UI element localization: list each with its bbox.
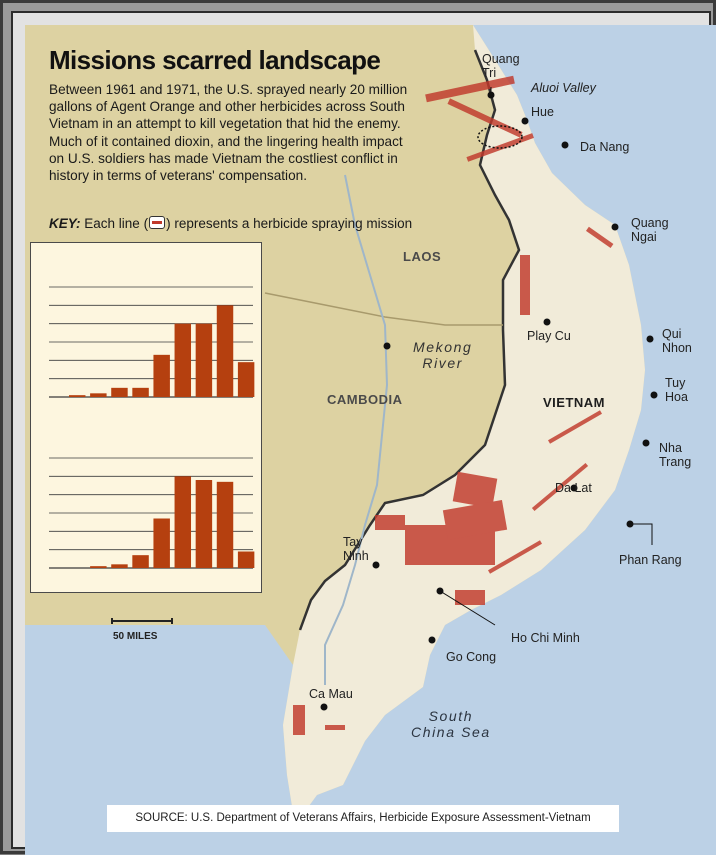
city-play-cu: Play Cu bbox=[527, 329, 571, 343]
chart-2-bar-7 bbox=[195, 480, 213, 568]
city-ca-mau: Ca Mau bbox=[309, 687, 353, 701]
chart-2-bar-6 bbox=[174, 476, 192, 568]
key-text-after: ) represents a herbicide spraying missio… bbox=[166, 216, 413, 231]
chart-2-bar-9 bbox=[237, 551, 255, 568]
land-interior bbox=[25, 25, 645, 825]
city-dot-da-lat bbox=[570, 484, 578, 492]
spray-missions bbox=[293, 75, 614, 735]
inner-frame: Missions scarred landscape Between 1961 … bbox=[11, 11, 716, 855]
city-dot-quang-ngai bbox=[611, 223, 619, 231]
city-dot-play-cu bbox=[543, 318, 551, 326]
country-vietnam: VIETNAM bbox=[543, 395, 605, 410]
label-mekong-river: Mekong River bbox=[413, 339, 473, 371]
chart-1-bar-5 bbox=[153, 354, 170, 397]
country-cambodia: CAMBODIA bbox=[327, 392, 403, 407]
scale-label: 50 MILES bbox=[113, 631, 158, 642]
map-svg bbox=[25, 25, 716, 855]
aluoi-valley-outline bbox=[477, 125, 523, 149]
chart-2-bar-8 bbox=[216, 481, 234, 568]
city-tay-ninh: Tay Ninh bbox=[343, 535, 369, 563]
city-dot-nha-trang bbox=[642, 439, 650, 447]
city-dot-qui-nhon bbox=[646, 335, 654, 343]
chart-1-bar-3 bbox=[111, 387, 128, 397]
mekong-river bbox=[324, 174, 389, 685]
chart-1-bar-9 bbox=[237, 362, 255, 397]
chart-1-bar-1 bbox=[69, 395, 86, 397]
leader-lines bbox=[439, 87, 653, 626]
key-text-before: Each line ( bbox=[84, 216, 149, 231]
city-dot-tuy-hoa bbox=[650, 391, 658, 399]
chart-2-bar-2 bbox=[90, 566, 107, 568]
laos-cambodia-border bbox=[264, 292, 503, 326]
city-dot-mekong bbox=[383, 342, 391, 350]
key-label: KEY: bbox=[49, 216, 81, 231]
chart-panel bbox=[30, 242, 262, 593]
page-title: Missions scarred landscape bbox=[49, 45, 381, 75]
chart-2-bar-4 bbox=[132, 555, 149, 568]
city-dot-da-nang bbox=[561, 141, 569, 149]
city-nha-trang: Nha Trang bbox=[659, 441, 692, 469]
chart-svg bbox=[49, 286, 255, 569]
city-go-cong: Go Cong bbox=[446, 650, 497, 664]
city-dot-ca-mau bbox=[320, 703, 328, 711]
intro-paragraph: Between 1961 and 1971, the U.S. sprayed … bbox=[49, 82, 408, 184]
chart-1-bar-6 bbox=[174, 323, 192, 397]
city-hue: Hue bbox=[531, 105, 554, 119]
chart-1-bar-2 bbox=[90, 393, 107, 397]
spray-line-swatch bbox=[149, 216, 166, 229]
city-tuy-hoa: Tuy Hoa bbox=[665, 376, 688, 404]
city-phan-rang: Phan Rang bbox=[619, 553, 682, 567]
city-qui-nhon: Qui Nhon bbox=[662, 327, 692, 355]
city-dots bbox=[320, 91, 658, 711]
map-area: Missions scarred landscape Between 1961 … bbox=[25, 25, 716, 855]
city-dot-tay-ninh bbox=[372, 561, 380, 569]
city-ho-chi-minh: Ho Chi Minh bbox=[511, 631, 580, 645]
map-key: KEY: Each line ( ) represents a herbicide… bbox=[49, 216, 412, 231]
border-line bbox=[298, 49, 521, 631]
chart-1-bar-8 bbox=[216, 305, 234, 397]
city-dot-go-cong bbox=[428, 636, 436, 644]
chart-2-bar-3 bbox=[111, 564, 128, 568]
leader-ho-chi-minh bbox=[439, 590, 496, 626]
leader-phan-rang bbox=[630, 523, 653, 545]
city-quang-ngai: Quang Ngai bbox=[631, 216, 669, 244]
chart-1-bar-7 bbox=[195, 323, 213, 397]
chart-1-bar-4 bbox=[132, 387, 149, 397]
country-laos: LAOS bbox=[403, 249, 442, 264]
source-note: SOURCE: U.S. Department of Veterans Affa… bbox=[107, 805, 619, 832]
city-da-lat: Da Lat bbox=[555, 481, 592, 495]
city-quang-tri: Quang Tri bbox=[482, 52, 520, 80]
label-south-china-sea: South China Sea bbox=[411, 708, 491, 740]
city-da-nang: Da Nang bbox=[580, 140, 630, 154]
label-aluoi-valley: Aluoi Valley bbox=[531, 81, 596, 95]
city-dot-hue bbox=[521, 117, 529, 125]
chart-2-bar-5 bbox=[153, 518, 170, 568]
scale-bar bbox=[111, 618, 173, 624]
land-vietnam bbox=[283, 25, 645, 825]
